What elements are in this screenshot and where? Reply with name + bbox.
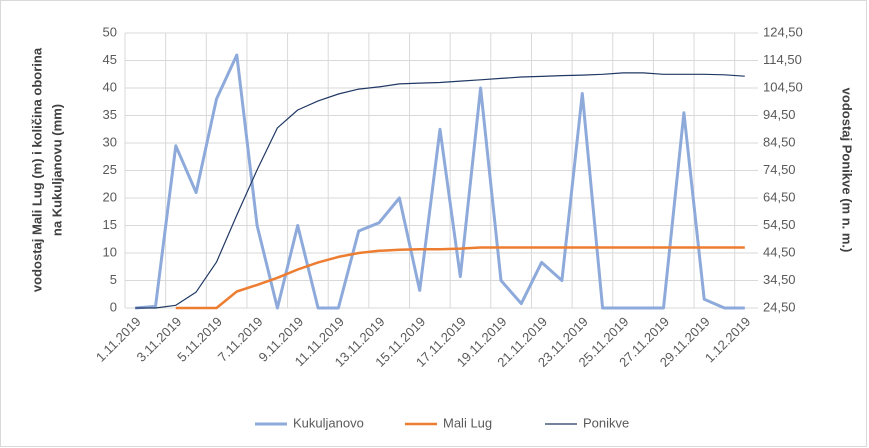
y-tick-label: 45 <box>103 52 117 67</box>
series-line <box>175 246 745 310</box>
y2-tick-label: 54,50 <box>763 217 796 232</box>
y-tick-label: 15 <box>103 217 117 232</box>
y2-tick-label: 24,50 <box>763 299 796 314</box>
y2-tick-label: 94,50 <box>763 107 796 122</box>
y2-tick-label: 44,50 <box>763 244 796 259</box>
y2-tick-label: 34,50 <box>763 272 796 287</box>
legend-label: Kukuljanovo <box>293 415 364 430</box>
y2-axis-title: vodostaj Ponikve (m n. m.) <box>840 88 855 253</box>
series-line <box>135 53 745 310</box>
y-axis-title: na Kukuljanovu (mm) <box>49 104 64 236</box>
y2-tick-label: 74,50 <box>763 162 796 177</box>
y-tick-label: 50 <box>103 24 117 39</box>
y-tick-label: 20 <box>103 189 117 204</box>
series-line <box>135 72 745 309</box>
y-tick-label: 35 <box>103 107 117 122</box>
y-tick-label: 40 <box>103 79 117 94</box>
legend-label: Mali Lug <box>443 415 492 430</box>
y2-tick-label: 104,50 <box>763 79 803 94</box>
y-axis-title: vodostaj Mali Lug (m) i količina oborina <box>29 47 44 292</box>
legend-label: Ponikve <box>583 415 629 430</box>
y-tick-label: 0 <box>110 299 117 314</box>
y-tick-label: 10 <box>103 244 117 259</box>
y-tick-label: 25 <box>103 162 117 177</box>
y2-tick-label: 84,50 <box>763 134 796 149</box>
y2-tick-label: 114,50 <box>763 52 802 67</box>
y2-tick-label: 124,50 <box>763 24 803 39</box>
y-tick-label: 5 <box>110 272 117 287</box>
y-tick-label: 30 <box>103 134 117 149</box>
y2-tick-label: 64,50 <box>763 189 796 204</box>
